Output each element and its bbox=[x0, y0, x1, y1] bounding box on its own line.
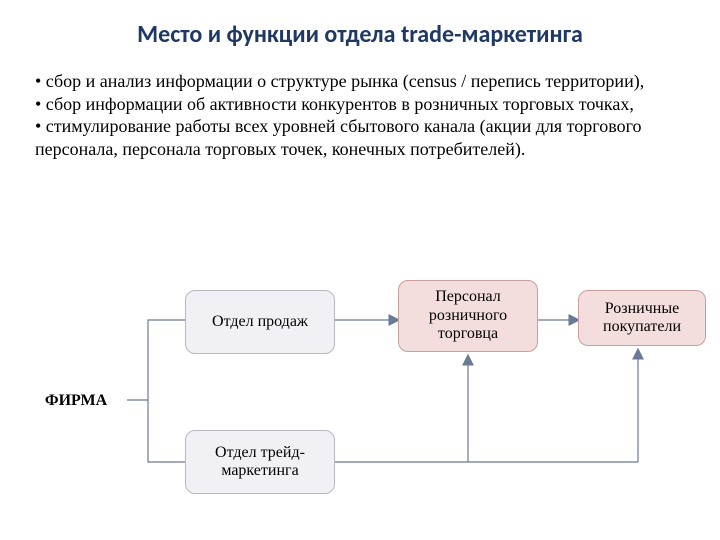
node-sales-dept: Отдел продаж bbox=[185, 290, 335, 354]
node-trade-marketing-dept: Отдел трейд-маркетинга bbox=[185, 430, 335, 494]
page-title: Место и функции отдела trade-маркетинга bbox=[0, 20, 720, 49]
node-retail-buyers: Розничные покупатели bbox=[578, 290, 706, 346]
bullet-item: • стимулирование работы всех уровней сбы… bbox=[35, 115, 690, 160]
node-firma: ФИРМА bbox=[25, 380, 127, 422]
bullet-item: • сбор информации об активности конкурен… bbox=[35, 93, 690, 116]
node-retail-staff: Персонал розничного торговца bbox=[398, 280, 538, 352]
bullet-list: • сбор и анализ информации о структуре р… bbox=[35, 70, 690, 160]
bullet-item: • сбор и анализ информации о структуре р… bbox=[35, 70, 690, 93]
